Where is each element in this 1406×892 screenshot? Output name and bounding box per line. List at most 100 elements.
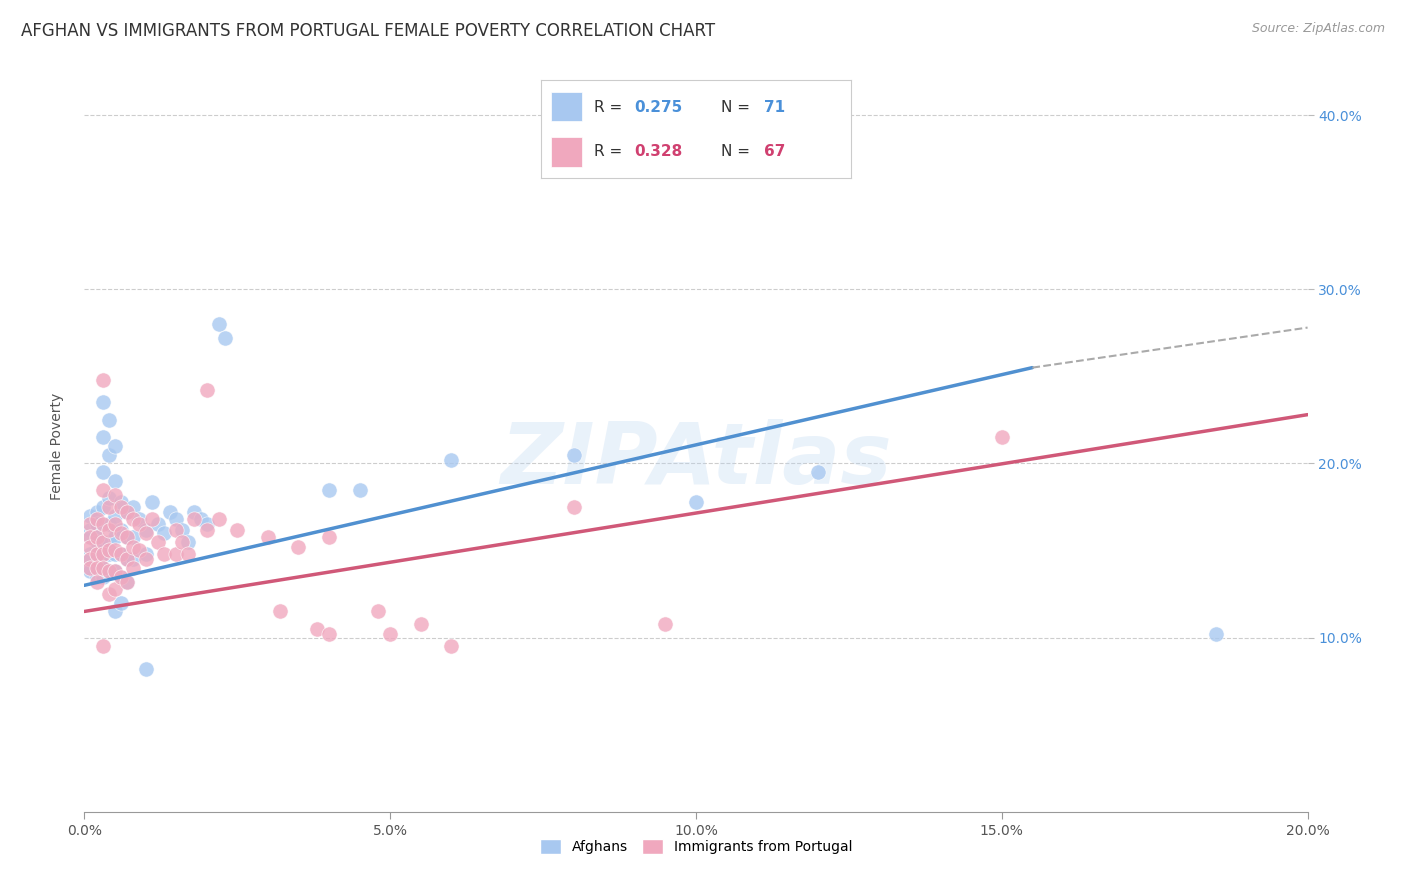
Point xyxy=(115,552,138,566)
Y-axis label: Female Poverty: Female Poverty xyxy=(49,392,63,500)
Point xyxy=(91,483,114,497)
Point xyxy=(86,517,108,532)
Point xyxy=(79,561,101,575)
Point xyxy=(305,622,328,636)
Text: 0.328: 0.328 xyxy=(634,145,682,160)
Point xyxy=(135,523,157,537)
Point xyxy=(141,512,163,526)
Point xyxy=(195,523,218,537)
Point xyxy=(91,534,114,549)
Point xyxy=(104,508,127,523)
Point xyxy=(97,413,120,427)
Point xyxy=(79,552,101,566)
Point xyxy=(208,317,231,331)
Point xyxy=(97,534,120,549)
Point xyxy=(86,574,108,589)
Point xyxy=(135,662,157,676)
Point xyxy=(128,543,150,558)
Point xyxy=(110,547,132,561)
Point xyxy=(86,530,108,544)
Point xyxy=(104,604,127,618)
Point xyxy=(86,561,108,575)
Point xyxy=(86,530,108,544)
Point xyxy=(97,565,120,579)
Point xyxy=(195,384,218,398)
Point xyxy=(104,474,127,488)
Point xyxy=(1205,627,1227,641)
Point xyxy=(183,512,205,526)
Point xyxy=(104,565,127,579)
Point xyxy=(91,561,114,575)
Point xyxy=(440,640,463,654)
Point xyxy=(172,534,194,549)
Point xyxy=(807,465,830,479)
Point xyxy=(165,547,187,561)
Point xyxy=(110,494,132,508)
Point xyxy=(115,552,138,566)
Point xyxy=(91,561,114,575)
Point xyxy=(97,491,120,506)
Point xyxy=(122,512,145,526)
Point xyxy=(122,561,145,575)
Point xyxy=(110,526,132,541)
Point xyxy=(562,448,585,462)
Point xyxy=(91,534,114,549)
Point xyxy=(86,534,108,549)
Point xyxy=(86,558,108,572)
Text: 67: 67 xyxy=(763,145,786,160)
Point xyxy=(165,512,187,526)
Point xyxy=(110,500,132,514)
Point xyxy=(318,483,340,497)
Point xyxy=(195,517,218,532)
Point xyxy=(177,547,200,561)
Text: N =: N = xyxy=(721,145,755,160)
Point xyxy=(104,439,127,453)
Point xyxy=(141,494,163,508)
Point xyxy=(146,517,169,532)
Point xyxy=(97,547,120,561)
Point xyxy=(86,547,108,561)
Point xyxy=(214,331,236,345)
Point xyxy=(86,569,108,583)
Point xyxy=(654,616,676,631)
Point xyxy=(97,543,120,558)
Point xyxy=(159,505,181,519)
Point xyxy=(172,523,194,537)
Point xyxy=(91,395,114,409)
Point xyxy=(110,523,132,537)
Text: R =: R = xyxy=(593,100,627,115)
Point xyxy=(97,565,120,579)
Point xyxy=(153,547,176,561)
Point xyxy=(97,523,120,537)
Point xyxy=(183,505,205,519)
Point xyxy=(562,500,585,514)
Point xyxy=(367,604,389,618)
Point xyxy=(991,430,1014,444)
Point xyxy=(257,530,280,544)
Point xyxy=(91,373,114,387)
Point xyxy=(128,517,150,532)
Point xyxy=(91,547,114,561)
Point xyxy=(86,512,108,526)
Point xyxy=(269,604,291,618)
Point xyxy=(79,530,101,544)
Point xyxy=(115,505,138,519)
Point xyxy=(79,517,101,532)
Text: 0.275: 0.275 xyxy=(634,100,682,115)
Point xyxy=(318,627,340,641)
Point xyxy=(104,565,127,579)
Point xyxy=(115,574,138,589)
Point xyxy=(86,505,108,519)
Bar xyxy=(551,92,582,121)
Point xyxy=(128,512,150,526)
Point xyxy=(685,494,707,508)
Point xyxy=(208,512,231,526)
Point xyxy=(287,540,309,554)
Point xyxy=(79,540,101,554)
Point xyxy=(115,530,138,544)
Point xyxy=(91,640,114,654)
Point xyxy=(91,547,114,561)
Text: N =: N = xyxy=(721,100,755,115)
Point xyxy=(122,500,145,514)
Point xyxy=(91,569,114,583)
